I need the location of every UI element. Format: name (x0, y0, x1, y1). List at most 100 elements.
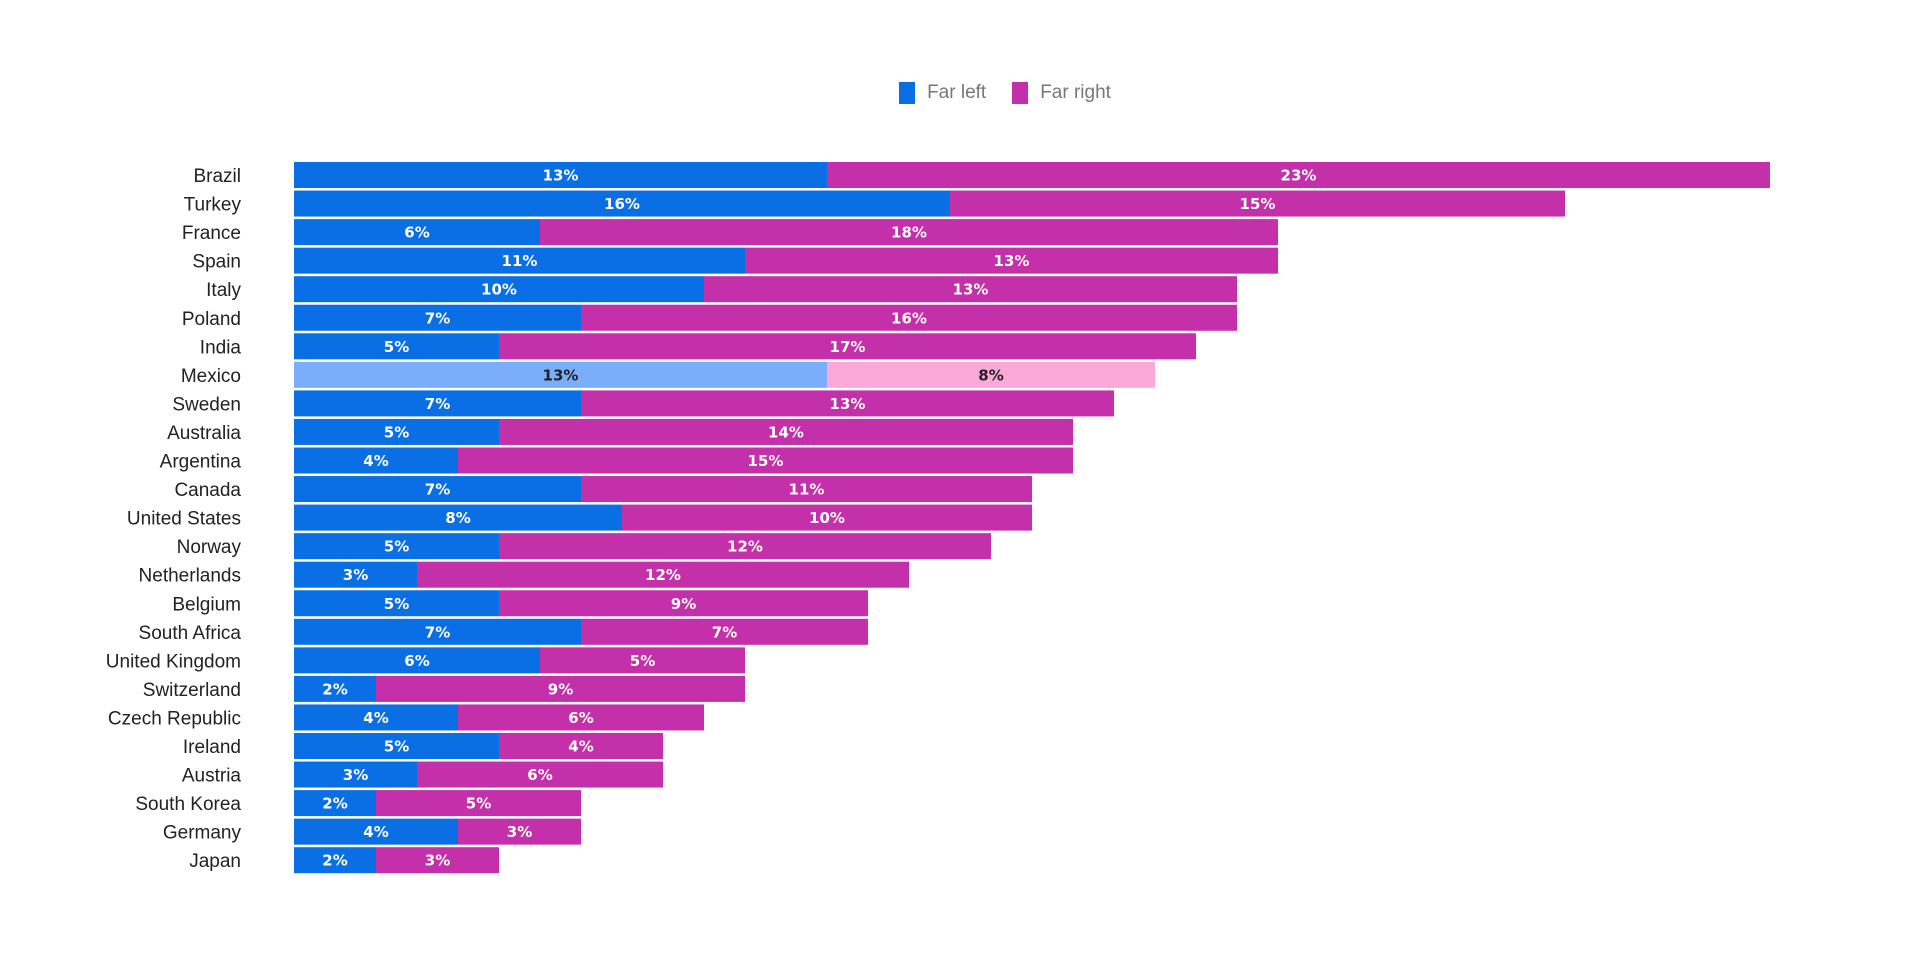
data-label-far-right-france: 18% (891, 224, 927, 242)
bar-far-right-india[interactable] (499, 333, 1196, 360)
legend-swatch-far-left (899, 82, 916, 104)
bar-far-left-united-kingdom[interactable] (294, 647, 540, 674)
bar-far-right-united-states[interactable] (622, 504, 1032, 531)
data-label-far-right-turkey: 15% (1240, 195, 1276, 213)
data-label-far-right-brazil: 23% (1281, 167, 1317, 185)
bar-far-right-mexico[interactable] (827, 361, 1155, 388)
bar-far-left-switzerland[interactable] (294, 675, 376, 702)
bar-far-right-netherlands[interactable] (417, 561, 909, 588)
data-label-far-left-argentina: 4% (363, 452, 388, 470)
bar-far-right-united-kingdom[interactable] (540, 647, 745, 674)
data-label-far-left-mexico: 13% (543, 366, 579, 384)
bar-far-left-spain[interactable] (294, 247, 745, 274)
legend-label-far-right: Far right (1040, 82, 1111, 103)
category-label-austria: Austria (182, 766, 242, 787)
data-label-far-left-united-kingdom: 6% (404, 652, 429, 670)
data-label-far-right-spain: 13% (994, 252, 1030, 270)
bar-far-right-switzerland[interactable] (376, 675, 745, 702)
bar-far-left-italy[interactable] (294, 276, 704, 303)
bar-far-right-argentina[interactable] (458, 447, 1073, 474)
data-label-far-right-czech-republic: 6% (568, 709, 593, 727)
data-label-far-left-india: 5% (384, 338, 409, 356)
category-label-italy: Italy (206, 280, 241, 301)
category-label-argentina: Argentina (160, 452, 242, 473)
data-label-far-right-germany: 3% (507, 823, 532, 841)
data-label-far-right-japan: 3% (425, 852, 450, 870)
data-label-far-left-sweden: 7% (425, 395, 450, 413)
data-label-far-left-belgium: 5% (384, 595, 409, 613)
data-label-far-left-germany: 4% (363, 823, 388, 841)
category-label-ireland: Ireland (183, 737, 241, 758)
category-label-mexico: Mexico (181, 366, 241, 387)
bar-far-left-australia[interactable] (294, 418, 499, 445)
data-label-far-left-italy: 10% (481, 281, 517, 299)
data-label-far-right-poland: 16% (891, 309, 927, 327)
bar-far-right-belgium[interactable] (499, 590, 868, 617)
category-label-norway: Norway (177, 537, 242, 558)
data-label-far-left-poland: 7% (425, 309, 450, 327)
bar-far-right-canada[interactable] (581, 476, 1032, 503)
bar-far-right-south-korea[interactable] (376, 790, 581, 817)
category-label-brazil: Brazil (193, 166, 241, 187)
bar-far-right-germany[interactable] (458, 818, 581, 845)
data-label-far-right-sweden: 13% (830, 395, 866, 413)
data-label-far-right-norway: 12% (727, 538, 763, 556)
data-label-far-right-united-states: 10% (809, 509, 845, 527)
bar-far-left-south-africa[interactable] (294, 618, 581, 645)
bar-far-right-south-africa[interactable] (581, 618, 868, 645)
bar-far-left-south-korea[interactable] (294, 790, 376, 817)
legend-label-far-left: Far left (927, 82, 987, 103)
bar-far-right-brazil[interactable] (827, 162, 1770, 188)
data-label-far-right-india: 17% (830, 338, 866, 356)
bar-far-left-united-states[interactable] (294, 504, 622, 531)
bar-far-left-japan[interactable] (294, 847, 376, 874)
data-label-far-right-united-kingdom: 5% (630, 652, 655, 670)
bar-far-left-ireland[interactable] (294, 733, 499, 759)
bar-far-left-turkey[interactable] (294, 190, 950, 217)
bar-far-left-czech-republic[interactable] (294, 704, 458, 731)
category-label-sweden: Sweden (172, 394, 241, 415)
data-label-far-left-south-africa: 7% (425, 623, 450, 641)
bar-far-left-france[interactable] (294, 219, 540, 246)
bar-far-left-belgium[interactable] (294, 590, 499, 617)
data-label-far-left-france: 6% (404, 224, 429, 242)
legend-swatch-far-right (1012, 82, 1029, 104)
bar-far-right-austria[interactable] (417, 761, 663, 788)
data-label-far-left-czech-republic: 4% (363, 709, 388, 727)
bar-far-left-mexico[interactable] (294, 361, 827, 388)
bar-far-right-czech-republic[interactable] (458, 704, 704, 731)
data-label-far-right-switzerland: 9% (548, 680, 573, 698)
bar-far-right-sweden[interactable] (581, 390, 1114, 417)
bar-far-right-ireland[interactable] (499, 733, 663, 759)
bar-far-right-norway[interactable] (499, 533, 991, 560)
category-label-south-korea: South Korea (135, 794, 241, 815)
legend-item-far-left[interactable]: Far left (899, 82, 986, 104)
bar-far-right-spain[interactable] (745, 247, 1278, 274)
category-label-united-kingdom: United Kingdom (106, 651, 241, 672)
bar-far-left-germany[interactable] (294, 818, 458, 845)
data-label-far-right-italy: 13% (953, 281, 989, 299)
data-label-far-right-south-korea: 5% (466, 795, 491, 813)
bar-far-left-sweden[interactable] (294, 390, 581, 417)
bar-far-right-japan[interactable] (376, 847, 499, 874)
bar-far-left-india[interactable] (294, 333, 499, 360)
bar-far-right-france[interactable] (540, 219, 1278, 246)
data-label-far-right-ireland: 4% (568, 738, 593, 756)
category-label-czech-republic: Czech Republic (108, 708, 241, 729)
data-label-far-left-austria: 3% (343, 766, 368, 784)
bar-far-left-argentina[interactable] (294, 447, 458, 474)
bar-far-left-austria[interactable] (294, 761, 417, 788)
bar-far-right-italy[interactable] (704, 276, 1237, 303)
legend-item-far-right[interactable]: Far right (1012, 82, 1111, 104)
bar-far-left-netherlands[interactable] (294, 561, 417, 588)
bar-far-left-canada[interactable] (294, 476, 581, 503)
bar-far-right-turkey[interactable] (950, 190, 1565, 217)
bar-far-left-poland[interactable] (294, 304, 581, 331)
bar-far-left-norway[interactable] (294, 533, 499, 560)
bar-far-right-poland[interactable] (581, 304, 1237, 331)
category-label-australia: Australia (167, 423, 241, 444)
bar-far-left-brazil[interactable] (294, 162, 827, 188)
data-label-far-right-south-africa: 7% (712, 623, 737, 641)
data-label-far-right-netherlands: 12% (645, 566, 681, 584)
bar-far-right-australia[interactable] (499, 418, 1073, 445)
